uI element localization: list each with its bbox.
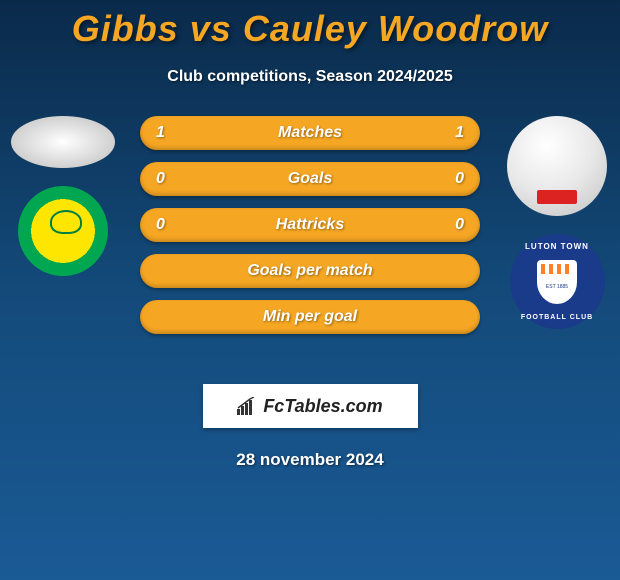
player-left-column — [8, 116, 118, 276]
left-club-badge — [18, 186, 108, 276]
stat-right-value: 1 — [440, 124, 464, 142]
stat-row-goals: 0 Goals 0 — [140, 162, 480, 196]
page-title: Gibbs vs Cauley Woodrow — [0, 0, 620, 50]
stat-row-gpm: Goals per match — [140, 254, 480, 288]
subtitle: Club competitions, Season 2024/2025 — [0, 68, 620, 86]
stat-left-value: 0 — [156, 170, 180, 188]
stat-rows: 1 Matches 1 0 Goals 0 0 Hattricks 0 Goal… — [140, 116, 480, 346]
stat-row-matches: 1 Matches 1 — [140, 116, 480, 150]
stat-row-mpg: Min per goal — [140, 300, 480, 334]
stat-label: Hattricks — [180, 216, 440, 234]
stat-label: Goals per match — [180, 262, 440, 280]
right-club-badge: LUTON TOWN EST 1885 FOOTBALL CLUB — [510, 234, 605, 329]
right-club-est: EST 1885 — [546, 285, 568, 291]
right-club-name-top: LUTON TOWN — [525, 242, 589, 251]
player-right-avatar — [507, 116, 607, 216]
stat-label: Matches — [180, 124, 440, 142]
stat-left-value: 0 — [156, 216, 180, 234]
comparison-area: LUTON TOWN EST 1885 FOOTBALL CLUB 1 Matc… — [0, 116, 620, 376]
stat-label: Goals — [180, 170, 440, 188]
chart-icon — [237, 397, 259, 415]
stat-right-value: 0 — [440, 170, 464, 188]
player-left-avatar — [11, 116, 115, 168]
stat-right-value: 0 — [440, 216, 464, 234]
stat-left-value: 1 — [156, 124, 180, 142]
stat-row-hattricks: 0 Hattricks 0 — [140, 208, 480, 242]
brand-text: FcTables.com — [263, 396, 382, 417]
player-right-column: LUTON TOWN EST 1885 FOOTBALL CLUB — [502, 116, 612, 329]
stat-label: Min per goal — [180, 308, 440, 326]
date-text: 28 november 2024 — [0, 450, 620, 470]
brand-box: FcTables.com — [203, 384, 418, 428]
right-club-shield: EST 1885 — [537, 260, 577, 304]
right-club-name-bottom: FOOTBALL CLUB — [521, 314, 593, 321]
